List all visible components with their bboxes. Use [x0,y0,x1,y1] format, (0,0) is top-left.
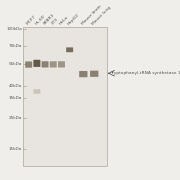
Text: HepG2: HepG2 [67,12,80,26]
Text: 3T3: 3T3 [50,17,59,26]
FancyBboxPatch shape [90,71,98,77]
Text: 100kDa: 100kDa [6,27,22,31]
FancyBboxPatch shape [23,27,107,166]
Text: 70kDa: 70kDa [9,44,22,48]
Text: SKBR3: SKBR3 [42,13,55,26]
Text: 35kDa: 35kDa [9,96,22,100]
FancyBboxPatch shape [25,61,32,68]
FancyBboxPatch shape [33,60,40,67]
Text: 40kDa: 40kDa [9,84,22,88]
FancyBboxPatch shape [79,71,87,77]
FancyBboxPatch shape [58,61,65,68]
Text: Tryptophanyl-tRNA synthetase 1: Tryptophanyl-tRNA synthetase 1 [110,71,180,75]
FancyBboxPatch shape [50,61,57,68]
FancyBboxPatch shape [33,89,40,94]
Text: HL-60: HL-60 [34,14,46,26]
Text: 55kDa: 55kDa [9,62,22,66]
FancyBboxPatch shape [42,61,49,68]
Text: HeLa: HeLa [59,15,69,26]
Text: Mouse brain: Mouse brain [80,4,102,26]
Text: Mouse lung: Mouse lung [91,5,112,26]
Text: 25kDa: 25kDa [9,116,22,120]
FancyBboxPatch shape [66,47,73,52]
Text: MCF7: MCF7 [26,14,37,26]
Text: 15kDa: 15kDa [9,147,22,151]
